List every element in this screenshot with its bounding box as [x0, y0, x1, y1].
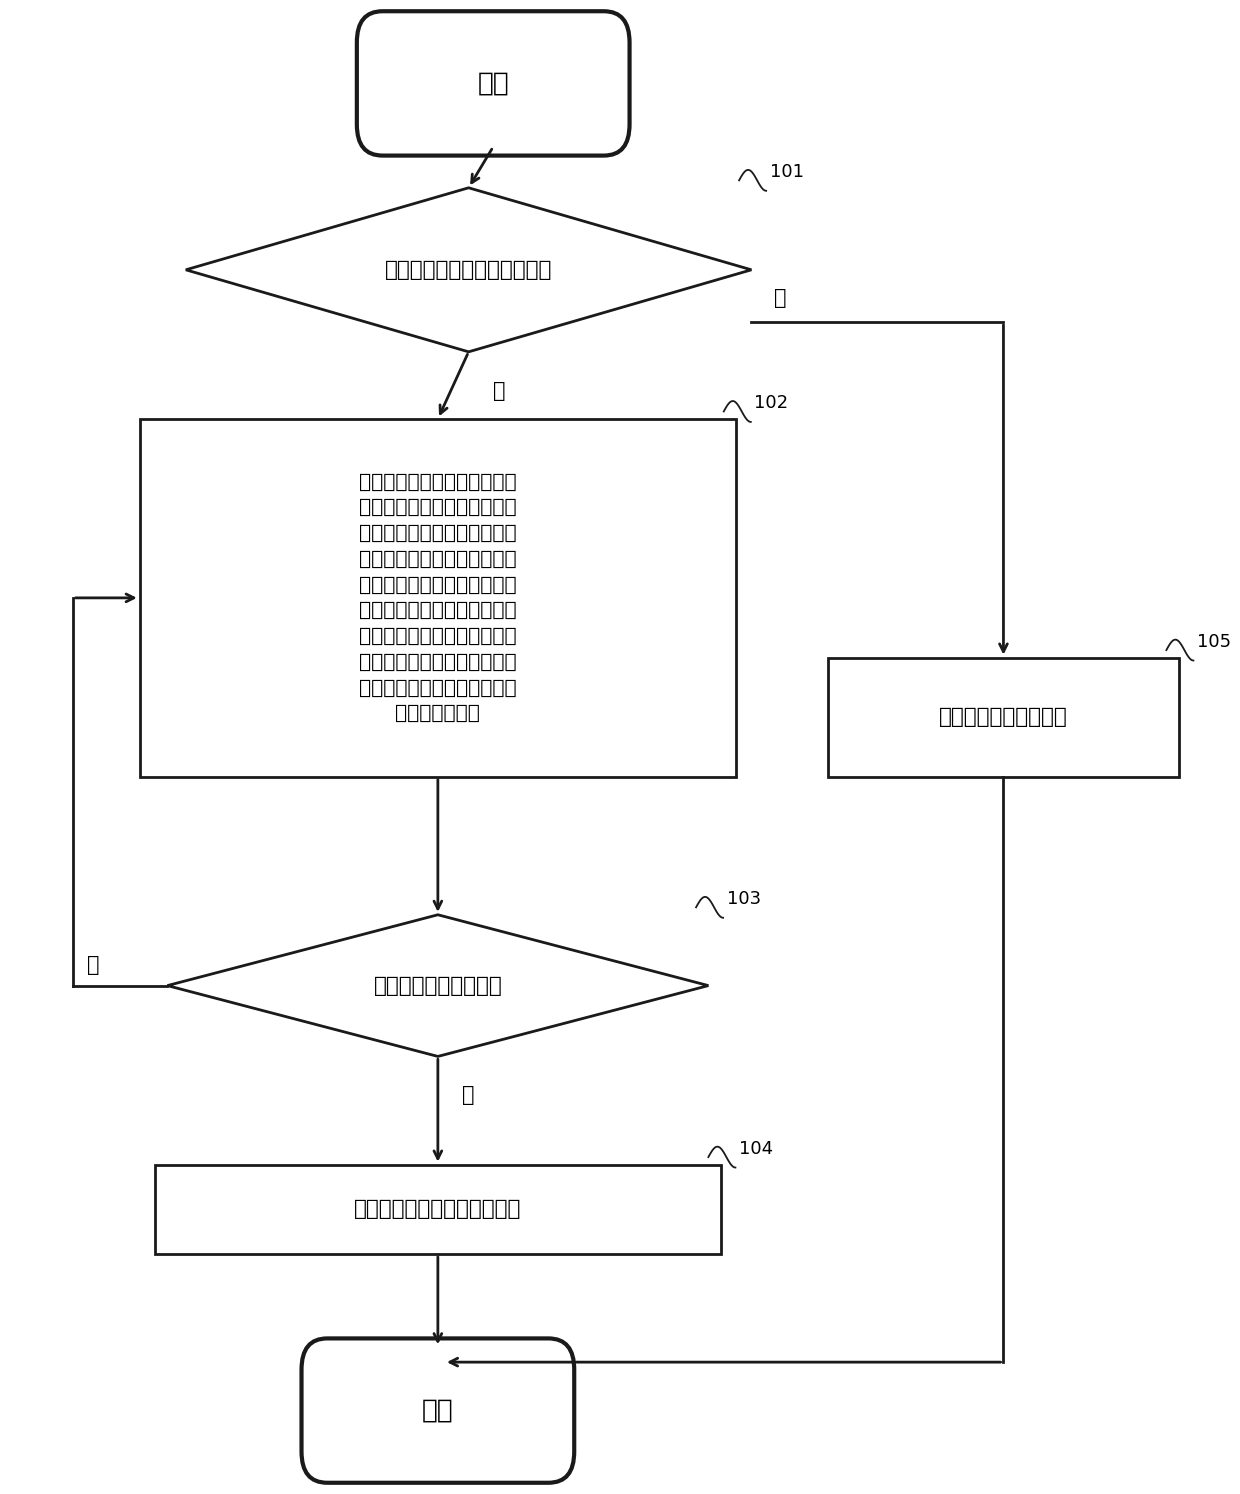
FancyBboxPatch shape: [357, 12, 630, 155]
FancyBboxPatch shape: [301, 1339, 574, 1482]
Text: 判断是否满足预定条件: 判断是否满足预定条件: [373, 976, 502, 995]
Text: 进行内燃机热启动程序: 进行内燃机热启动程序: [939, 707, 1068, 728]
Text: 开始: 开始: [477, 70, 510, 97]
Polygon shape: [186, 188, 751, 351]
Bar: [828, 657, 1179, 777]
Text: 103: 103: [727, 890, 761, 908]
Text: 对内燃机中的至少一个气缸，
通过控制气缸的进气阀和排气
阀以及内燃机的冷却系统，使
气缸的活塞对气缸中的气体进
行压缩，以升高气体的温度，
如果活塞在上行过程中: 对内燃机中的至少一个气缸， 通过控制气缸的进气阀和排气 阀以及内燃机的冷却系统，…: [360, 472, 517, 723]
Text: 确定机动车是否将进行冷启动: 确定机动车是否将进行冷启动: [384, 260, 552, 279]
Text: 是: 是: [494, 381, 506, 400]
Polygon shape: [167, 914, 708, 1056]
Bar: [155, 1164, 720, 1253]
Text: 101: 101: [770, 163, 804, 181]
Text: 结束: 结束: [422, 1397, 454, 1424]
Text: 是: 是: [463, 1085, 475, 1106]
Text: 102: 102: [754, 394, 789, 412]
Bar: [140, 418, 737, 777]
Text: 控制内燃机进行喷油点火操作: 控制内燃机进行喷油点火操作: [355, 1200, 522, 1219]
Text: 105: 105: [1197, 633, 1231, 651]
Text: 否: 否: [88, 955, 100, 974]
Text: 否: 否: [774, 288, 786, 308]
Text: 104: 104: [739, 1140, 774, 1158]
